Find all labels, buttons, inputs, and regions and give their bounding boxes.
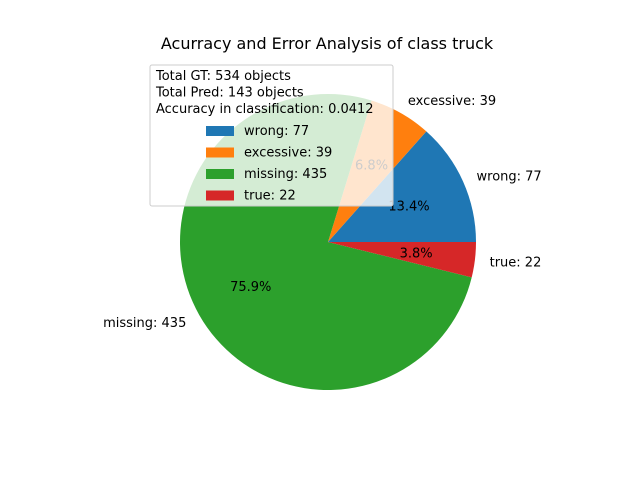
- legend-info-line: Total Pred: 143 objects: [155, 86, 304, 101]
- legend-entry-label: excessive: 39: [244, 146, 332, 161]
- pie-slice-true: [328, 242, 476, 278]
- slice-label: excessive: 39: [408, 94, 496, 109]
- chart-title: Acurracy and Error Analysis of class tru…: [161, 34, 494, 53]
- slice-label: missing: 435: [103, 316, 186, 331]
- legend-entry-label: missing: 435: [244, 167, 327, 182]
- slice-label: true: 22: [490, 256, 542, 271]
- legend-swatch: [206, 169, 234, 179]
- legend-swatch: [206, 190, 234, 201]
- legend-swatch: [206, 126, 234, 136]
- legend-entry-label: true: 22: [244, 189, 296, 204]
- legend-swatch: [206, 147, 234, 158]
- legend-info-line: Accuracy in classification: 0.0412: [156, 102, 374, 117]
- slice-label: wrong: 77: [477, 169, 542, 184]
- slice-labels: wrong: 77 excessive: 39 missing: 435 true: …: [103, 94, 542, 331]
- legend-info-line: Total GT: 534 objects: [155, 69, 291, 84]
- pie-slice-wrong: [328, 131, 476, 242]
- percentage-label: 3.8%: [400, 247, 433, 262]
- legend-entry-label: wrong: 77: [244, 124, 309, 139]
- percentage-label: 75.9%: [230, 280, 271, 295]
- legend: Total GT: 534 objects Total Pred: 143 obj…: [149, 64, 394, 207]
- percentage-label: 13.4%: [388, 200, 429, 215]
